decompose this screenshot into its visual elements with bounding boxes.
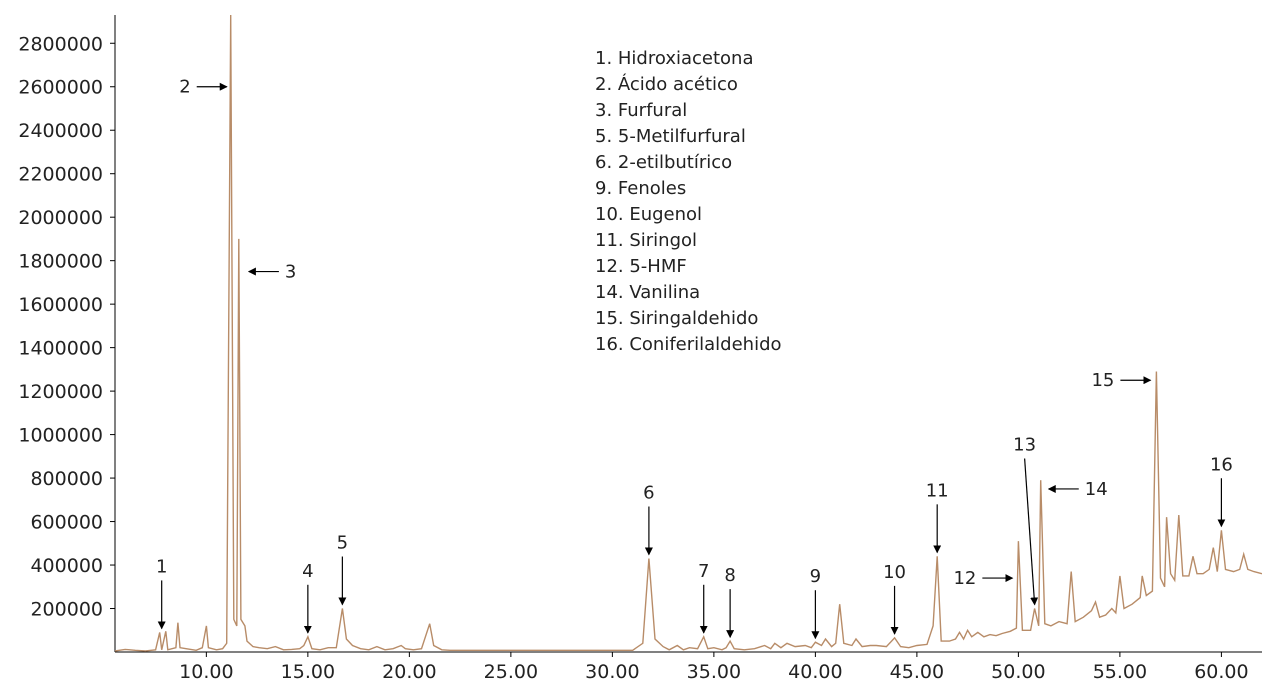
peak-annotation: 5 xyxy=(337,533,348,606)
peak-annotation: 9 xyxy=(810,566,821,640)
annotation-label: 16 xyxy=(1210,454,1233,475)
annotation-label: 6 xyxy=(643,483,654,504)
legend-entry: 12. 5-HMF xyxy=(595,256,687,277)
y-tick-label: 1800000 xyxy=(18,251,103,273)
peak-annotation: 1 xyxy=(156,556,167,630)
x-tick-label: 55.00 xyxy=(1093,661,1147,680)
legend-entry: 10. Eugenol xyxy=(595,204,702,225)
y-tick-label: 200000 xyxy=(30,599,103,621)
legend-entry: 11. Siringol xyxy=(595,230,697,251)
legend-entry: 16. Coniferilaldehido xyxy=(595,334,782,355)
peak-annotation: 11 xyxy=(926,480,949,554)
y-tick-label: 2600000 xyxy=(18,77,103,99)
annotation-label: 12 xyxy=(953,568,976,589)
annotation-label: 1 xyxy=(156,556,167,577)
legend: 1. Hidroxiacetona 2. Ácido acético 3. Furf… xyxy=(595,48,782,355)
peak-annotation: 8 xyxy=(724,565,736,639)
y-tick-label: 800000 xyxy=(30,468,103,490)
y-tick-label: 1400000 xyxy=(18,338,103,360)
y-tick-label: 1200000 xyxy=(18,381,103,403)
y-tick-label: 1000000 xyxy=(18,425,103,447)
annotation-label: 10 xyxy=(883,562,906,583)
y-tick-label: 2200000 xyxy=(18,164,103,186)
y-tick-label: 2400000 xyxy=(18,120,103,142)
peak-annotation: 15 xyxy=(1091,370,1152,391)
x-tick-label: 20.00 xyxy=(382,661,436,680)
annotation-label: 13 xyxy=(1013,435,1036,456)
annotation-label: 2 xyxy=(179,77,190,98)
legend-entry: 3. Furfural xyxy=(595,100,687,121)
peak-annotation: 12 xyxy=(953,568,1014,589)
peak-annotation: 3 xyxy=(247,262,296,283)
x-tick-label: 25.00 xyxy=(484,661,538,680)
annotation-label: 7 xyxy=(698,561,709,582)
legend-entry: 9. Fenoles xyxy=(595,178,686,199)
annotation-label: 3 xyxy=(285,262,296,283)
legend-entry: 6. 2-etilbutírico xyxy=(595,152,732,173)
annotation-label: 15 xyxy=(1091,370,1114,391)
x-tick-label: 15.00 xyxy=(281,661,335,680)
peak-annotation: 4 xyxy=(302,561,314,634)
x-tick-label: 35.00 xyxy=(687,661,741,680)
peak-annotation: 13 xyxy=(1013,435,1039,606)
chromatogram-line xyxy=(114,14,1262,652)
y-tick-label: 2800000 xyxy=(18,33,103,55)
y-tick-label: 600000 xyxy=(30,512,103,534)
peak-annotation: 14 xyxy=(1047,479,1108,500)
annotation-label: 4 xyxy=(302,561,313,582)
legend-entry: 14. Vanilina xyxy=(595,282,700,303)
x-tick-label: 50.00 xyxy=(991,661,1045,680)
peak-annotation: 16 xyxy=(1210,454,1233,528)
annotation-label: 11 xyxy=(926,480,949,501)
x-ticks: 10.00 15.00 20.00 25.00 30.00 35.00 40.00 45.00… xyxy=(179,652,1249,680)
x-tick-label: 45.00 xyxy=(890,661,944,680)
peak-annotation: 2 xyxy=(179,77,228,98)
legend-entry: 1. Hidroxiacetona xyxy=(595,48,753,69)
axes xyxy=(114,15,1262,653)
legend-entry: 15. Siringaldehido xyxy=(595,308,758,329)
x-tick-label: 10.00 xyxy=(179,661,233,680)
peak-annotation: 7 xyxy=(698,561,709,634)
legend-entry: 5. 5-Metilfurfural xyxy=(595,126,746,147)
annotation-arrow xyxy=(1024,458,1039,606)
peak-annotation: 6 xyxy=(643,483,655,556)
y-ticks: 200000 400000 600000 800000 1000000 1200000 14… xyxy=(18,33,115,621)
annotation-label: 9 xyxy=(810,566,821,587)
legend-entry: 2. Ácido acético xyxy=(595,73,738,95)
y-tick-label: 1600000 xyxy=(18,294,103,316)
annotation-label: 5 xyxy=(337,533,348,554)
x-tick-label: 30.00 xyxy=(585,661,639,680)
y-tick-label: 2000000 xyxy=(18,207,103,229)
x-tick-label: 40.00 xyxy=(788,661,842,680)
annotation-label: 8 xyxy=(724,565,735,586)
y-tick-label: 400000 xyxy=(30,555,103,577)
annotation-label: 14 xyxy=(1085,479,1108,500)
x-tick-label: 60.00 xyxy=(1194,661,1248,680)
peak-annotation: 10 xyxy=(883,562,906,635)
